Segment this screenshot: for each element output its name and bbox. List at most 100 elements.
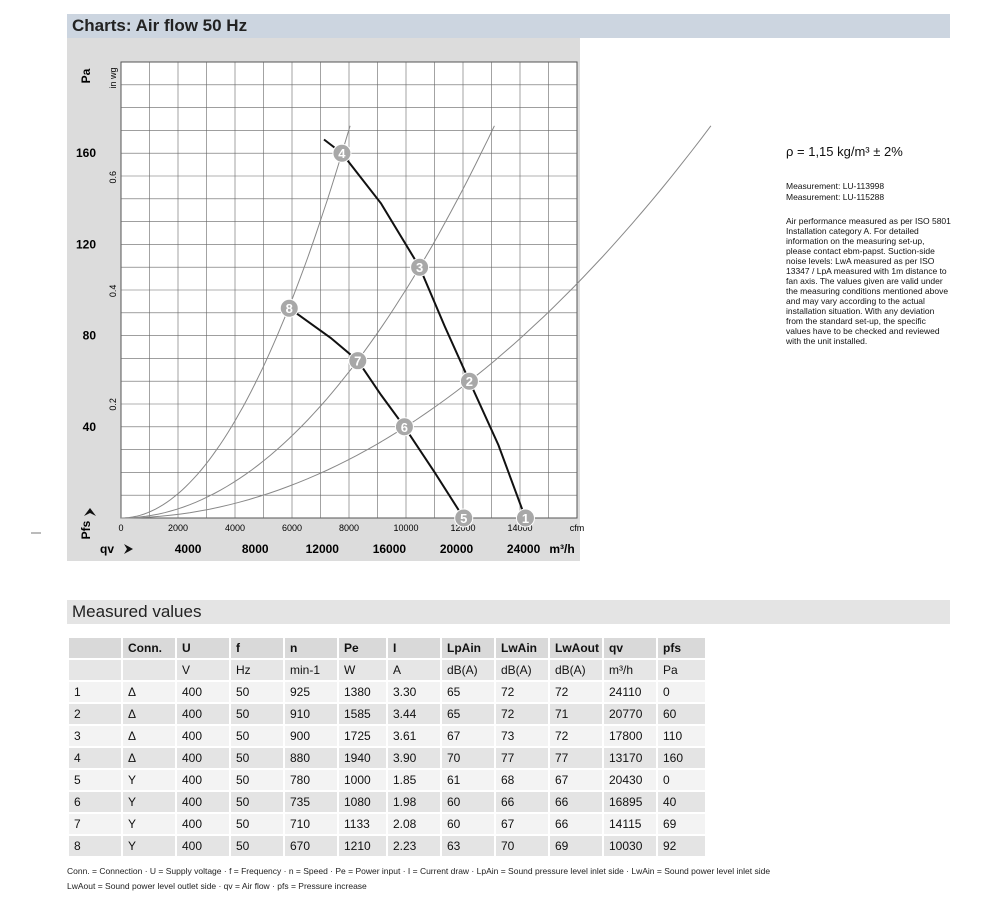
table-cell: Y xyxy=(123,836,175,856)
operating-point-label: 2 xyxy=(466,374,473,389)
system-curve xyxy=(120,125,712,519)
x-tick-label-m3h: 16000 xyxy=(373,542,407,556)
table-cell: 69 xyxy=(550,836,602,856)
x-tick-label-cfm: 2000 xyxy=(168,523,188,533)
fan-curve xyxy=(288,307,465,519)
table-cell: 400 xyxy=(177,814,229,834)
table-cell: 400 xyxy=(177,726,229,746)
column-header: LwAin xyxy=(496,638,548,658)
table-cell: 77 xyxy=(550,748,602,768)
table-cell: 1380 xyxy=(339,682,386,702)
column-header xyxy=(69,638,121,658)
table-section-title: Measured values xyxy=(72,602,202,621)
x-tick-label-cfm: 8000 xyxy=(339,523,359,533)
table-cell: 50 xyxy=(231,682,283,702)
table-cell: Y xyxy=(123,814,175,834)
table-cell: 68 xyxy=(496,770,548,790)
table-cell: 66 xyxy=(496,792,548,812)
table-cell: 3.61 xyxy=(388,726,440,746)
table-cell: 71 xyxy=(550,704,602,724)
measurement-description: Air performance measured as per ISO 5801… xyxy=(786,216,951,346)
table-cell: 50 xyxy=(231,726,283,746)
table-cell: 67 xyxy=(442,726,494,746)
operating-point-marker xyxy=(515,508,535,528)
operating-point-label: 4 xyxy=(338,146,346,161)
operating-point-label: 1 xyxy=(522,511,529,526)
measurement-id-2: Measurement: LU-115288 xyxy=(786,192,885,202)
table-cell: 6 xyxy=(69,792,121,812)
chart-section-header: Charts: Air flow 50 Hz xyxy=(67,14,950,38)
legend-line-1: Conn. = Connection · U = Supply voltage … xyxy=(67,866,771,876)
table-cell: 0 xyxy=(658,682,705,702)
table-cell: 160 xyxy=(658,748,705,768)
x-tick-label-cfm: 12000 xyxy=(450,523,475,533)
density-note: ρ = 1,15 kg/m³ ± 2% xyxy=(786,144,903,159)
table-cell: 60 xyxy=(658,704,705,724)
table-cell: 50 xyxy=(231,748,283,768)
table-cell: 400 xyxy=(177,792,229,812)
table-cell: 73 xyxy=(496,726,548,746)
x-axis-unit-m3h: m³/h xyxy=(549,542,574,556)
operating-point-marker xyxy=(454,508,474,528)
column-header: f xyxy=(231,638,283,658)
operating-point-marker xyxy=(459,371,479,391)
unit-cell: dB(A) xyxy=(496,660,548,680)
unit-cell: W xyxy=(339,660,386,680)
table-cell: 72 xyxy=(550,726,602,746)
column-header: qv xyxy=(604,638,656,658)
table-cell: Y xyxy=(123,770,175,790)
table-cell: 2.08 xyxy=(388,814,440,834)
operating-point-label: 3 xyxy=(416,260,423,275)
table-cell: 70 xyxy=(442,748,494,768)
operating-point-label: 5 xyxy=(460,511,467,526)
table-cell: Δ xyxy=(123,748,175,768)
table-cell: 24110 xyxy=(604,682,656,702)
table-cell: 63 xyxy=(442,836,494,856)
operating-point-label: 6 xyxy=(401,420,408,435)
table-cell: Δ xyxy=(123,726,175,746)
x-tick-label-cfm: 10000 xyxy=(393,523,418,533)
operating-point-marker xyxy=(279,298,299,318)
table-cell: 60 xyxy=(442,792,494,812)
column-header: LwAout xyxy=(550,638,602,658)
y-axis-unit-inwg: in wg xyxy=(108,67,118,88)
table-cell: 72 xyxy=(550,682,602,702)
table-cell: 66 xyxy=(550,792,602,812)
table-cell: 900 xyxy=(285,726,337,746)
table-cell: 780 xyxy=(285,770,337,790)
table-cell: 1940 xyxy=(339,748,386,768)
fan-curve xyxy=(323,138,527,519)
table-cell: 710 xyxy=(285,814,337,834)
table-row: 6 Y 400 50 735 1080 1.98 60 66 66 16895 40 xyxy=(69,792,705,812)
table-cell: 20430 xyxy=(604,770,656,790)
table-cell: 925 xyxy=(285,682,337,702)
y-axis-arrow-icon xyxy=(84,508,96,516)
table-cell: 40 xyxy=(658,792,705,812)
table-cell: 70 xyxy=(496,836,548,856)
table-cell: Δ xyxy=(123,682,175,702)
table-cell: 3 xyxy=(69,726,121,746)
table-cell: 400 xyxy=(177,704,229,724)
table-cell: 3.30 xyxy=(388,682,440,702)
x-tick-label-m3h: 12000 xyxy=(306,542,340,556)
table-cell: 5 xyxy=(69,770,121,790)
y-tick-label-inwg: 0.6 xyxy=(108,171,118,184)
table-row: 8 Y 400 50 670 1210 2.23 63 70 69 10030 92 xyxy=(69,836,705,856)
table-cell: 1725 xyxy=(339,726,386,746)
x-tick-label-m3h: 24000 xyxy=(507,542,541,556)
x-tick-label-cfm: 0 xyxy=(118,523,123,533)
table-cell: 50 xyxy=(231,836,283,856)
table-cell: 66 xyxy=(550,814,602,834)
table-cell: 50 xyxy=(231,814,283,834)
column-header: Pe xyxy=(339,638,386,658)
table-cell: 1080 xyxy=(339,792,386,812)
table-cell: 14115 xyxy=(604,814,656,834)
table-cell: 1.98 xyxy=(388,792,440,812)
operating-point-marker xyxy=(410,257,430,277)
table-cell: 0 xyxy=(658,770,705,790)
x-axis-label: qv xyxy=(100,542,114,556)
table-cell: Y xyxy=(123,792,175,812)
column-header: LpAin xyxy=(442,638,494,658)
